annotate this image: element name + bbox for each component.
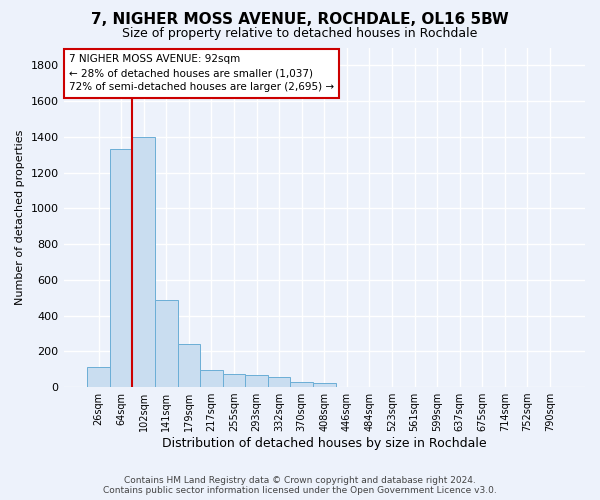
- Bar: [178, 344, 200, 387]
- Text: 7, NIGHER MOSS AVENUE, ROCHDALE, OL16 5BW: 7, NIGHER MOSS AVENUE, ROCHDALE, OL16 5B…: [91, 12, 509, 28]
- Bar: [200, 370, 223, 387]
- Bar: [313, 382, 335, 387]
- Bar: [268, 378, 290, 387]
- X-axis label: Distribution of detached houses by size in Rochdale: Distribution of detached houses by size …: [162, 437, 487, 450]
- Text: 7 NIGHER MOSS AVENUE: 92sqm
← 28% of detached houses are smaller (1,037)
72% of : 7 NIGHER MOSS AVENUE: 92sqm ← 28% of det…: [69, 54, 334, 92]
- Bar: [245, 374, 268, 387]
- Bar: [87, 368, 110, 387]
- Bar: [110, 150, 133, 387]
- Bar: [133, 137, 155, 387]
- Y-axis label: Number of detached properties: Number of detached properties: [15, 130, 25, 305]
- Bar: [223, 374, 245, 387]
- Text: Size of property relative to detached houses in Rochdale: Size of property relative to detached ho…: [122, 28, 478, 40]
- Bar: [155, 300, 178, 387]
- Text: Contains HM Land Registry data © Crown copyright and database right 2024.
Contai: Contains HM Land Registry data © Crown c…: [103, 476, 497, 495]
- Bar: [290, 382, 313, 387]
